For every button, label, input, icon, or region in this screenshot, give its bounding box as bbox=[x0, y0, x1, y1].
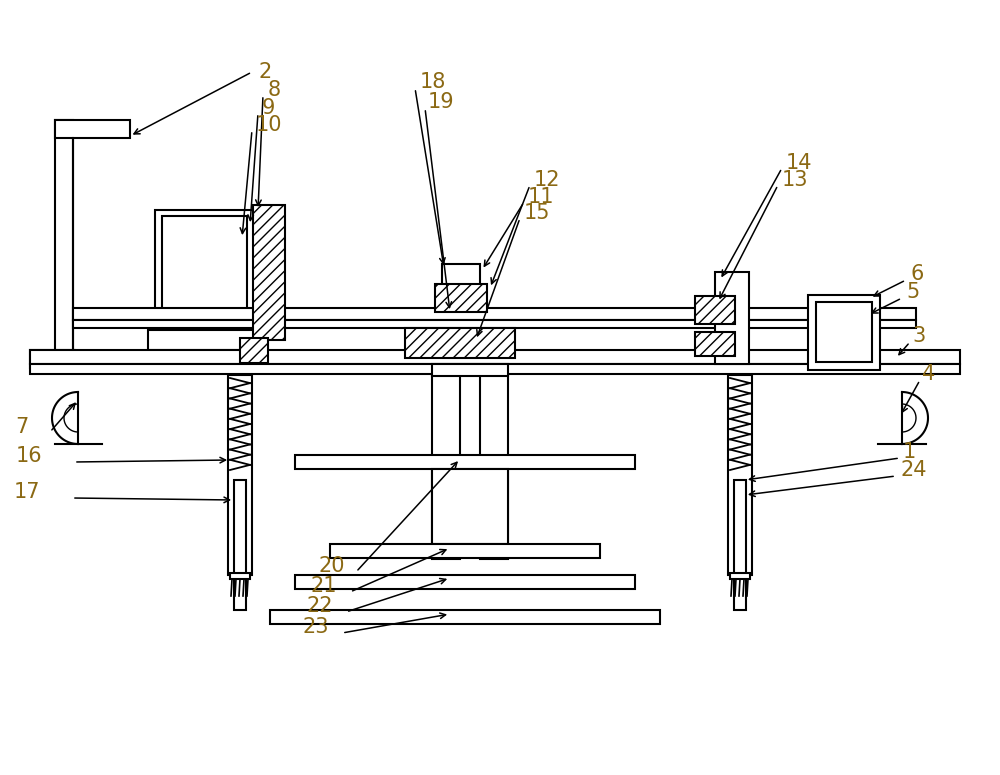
Bar bbox=[162, 216, 247, 323]
Text: 6: 6 bbox=[910, 264, 923, 284]
Bar bbox=[30, 350, 75, 368]
Bar bbox=[330, 544, 600, 558]
Bar bbox=[73, 308, 916, 320]
Bar bbox=[155, 210, 255, 330]
Bar bbox=[695, 296, 735, 324]
Bar bbox=[730, 573, 750, 579]
Bar bbox=[432, 469, 508, 544]
Bar bbox=[270, 610, 660, 624]
Bar bbox=[148, 330, 263, 350]
Bar bbox=[55, 120, 73, 355]
Text: 21: 21 bbox=[310, 576, 336, 596]
Bar bbox=[715, 272, 749, 364]
Text: 16: 16 bbox=[16, 446, 43, 466]
Text: 17: 17 bbox=[14, 482, 40, 502]
Text: 14: 14 bbox=[786, 153, 812, 173]
Bar bbox=[30, 350, 960, 364]
Bar bbox=[295, 455, 635, 469]
Text: 23: 23 bbox=[302, 617, 328, 637]
Bar bbox=[228, 375, 252, 575]
Bar bbox=[234, 480, 246, 610]
Text: 20: 20 bbox=[318, 556, 344, 576]
Bar bbox=[734, 480, 746, 610]
Text: 9: 9 bbox=[262, 98, 275, 118]
Bar bbox=[442, 264, 480, 288]
Text: 11: 11 bbox=[528, 187, 554, 207]
Bar bbox=[728, 375, 752, 575]
Bar bbox=[435, 284, 487, 312]
Bar bbox=[480, 374, 508, 559]
Bar bbox=[410, 336, 510, 356]
Bar bbox=[432, 374, 460, 559]
Bar bbox=[253, 205, 285, 340]
Text: 5: 5 bbox=[906, 282, 919, 302]
Text: 3: 3 bbox=[912, 326, 925, 346]
Bar bbox=[405, 328, 515, 358]
Bar bbox=[240, 338, 268, 363]
Text: 7: 7 bbox=[15, 417, 28, 437]
Text: 18: 18 bbox=[420, 72, 446, 92]
Bar bbox=[808, 295, 880, 370]
Bar bbox=[695, 332, 735, 356]
Text: 12: 12 bbox=[534, 170, 560, 190]
Text: 2: 2 bbox=[258, 62, 271, 82]
Bar bbox=[230, 573, 250, 579]
Text: 22: 22 bbox=[306, 596, 332, 616]
Text: 10: 10 bbox=[256, 115, 283, 135]
Text: 8: 8 bbox=[268, 80, 281, 100]
Bar bbox=[73, 320, 916, 328]
Bar bbox=[55, 120, 130, 138]
Text: 15: 15 bbox=[524, 203, 550, 223]
Text: 13: 13 bbox=[782, 170, 808, 190]
Text: 1: 1 bbox=[903, 442, 916, 462]
Text: 19: 19 bbox=[428, 92, 455, 112]
Bar bbox=[816, 302, 872, 362]
Bar bbox=[295, 575, 635, 589]
Text: 4: 4 bbox=[922, 364, 935, 384]
Bar bbox=[30, 364, 960, 374]
Text: 24: 24 bbox=[900, 460, 926, 480]
Bar bbox=[432, 364, 508, 376]
